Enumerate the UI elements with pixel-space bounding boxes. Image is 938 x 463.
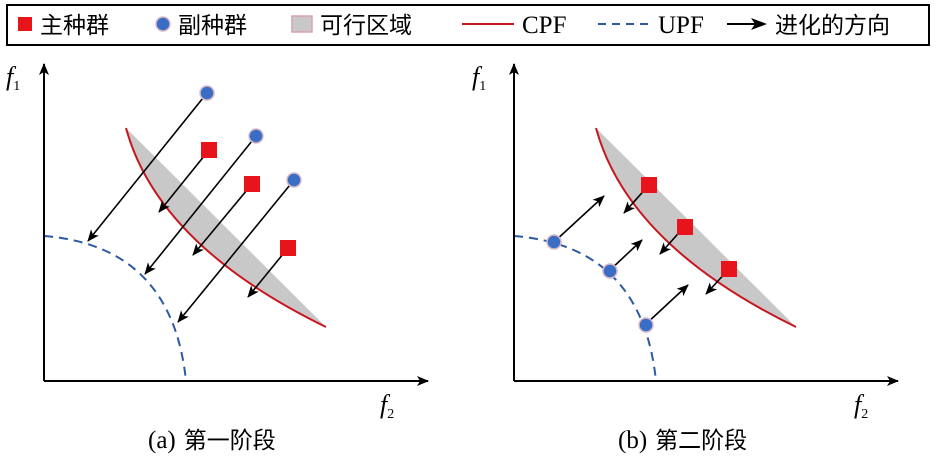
legend-feasible-region-label: 可行区域 <box>320 13 412 39</box>
evolution-arrow <box>144 135 257 275</box>
evolution-arrow <box>645 284 689 325</box>
red-line-icon <box>460 14 516 38</box>
legend: 主种群 副种群 可行区域 CPF UPF 进化的方向 <box>6 4 930 46</box>
evolution-arrow <box>609 239 643 271</box>
cpf-curve-b <box>595 127 797 328</box>
aux-population-point <box>602 263 618 279</box>
caption-b-prefix: (b) <box>618 427 648 454</box>
red-square-icon <box>16 15 34 37</box>
legend-main-population: 主种群 <box>16 12 109 40</box>
y-axis-label-b: f1 <box>472 62 487 95</box>
main-population-point <box>201 142 217 158</box>
legend-upf: UPF <box>596 12 704 40</box>
legend-evolution-direction-label: 进化的方向 <box>775 13 890 39</box>
legend-evolution-direction: 进化的方向 <box>725 12 890 40</box>
main-population-point <box>641 177 657 193</box>
evolution-arrow <box>177 179 295 323</box>
main-population-point <box>280 240 296 256</box>
y-axis-label-a: f1 <box>6 62 21 95</box>
aux-population-point <box>248 128 264 144</box>
panel-b-diagram <box>509 63 899 386</box>
x-axis-label-b: f2 <box>854 390 869 423</box>
legend-feasible-region: 可行区域 <box>290 12 412 40</box>
legend-cpf: CPF <box>460 12 566 40</box>
caption-a: (a) 第一阶段 <box>148 424 276 457</box>
evolution-arrow <box>87 92 208 242</box>
caption-b: (b) 第二阶段 <box>618 424 747 457</box>
aux-population-point <box>546 234 562 250</box>
evolution-arrow <box>192 183 253 256</box>
evolution-arrow <box>158 149 210 213</box>
feasible-region-b <box>596 128 796 327</box>
caption-a-text: 第一阶段 <box>183 428 276 454</box>
caption-a-prefix: (a) <box>148 427 176 454</box>
black-arrow-icon <box>725 14 769 38</box>
evolution-arrow <box>247 247 289 298</box>
aux-population-point <box>199 85 215 101</box>
legend-aux-population-label: 副种群 <box>178 13 247 39</box>
upf-curve-b <box>513 235 657 382</box>
feasible-region-a <box>126 128 326 327</box>
legend-upf-label: UPF <box>658 12 704 39</box>
aux-population-point <box>638 317 654 333</box>
aux-population-point <box>286 172 302 188</box>
cpf-curve-a <box>125 127 327 328</box>
main-population-point <box>677 219 693 235</box>
legend-main-population-label: 主种群 <box>40 13 109 39</box>
legend-aux-population: 副种群 <box>154 12 247 40</box>
caption-b-text: 第二阶段 <box>655 428 748 454</box>
panel-a-diagram <box>39 63 429 386</box>
legend-cpf-label: CPF <box>522 12 567 39</box>
main-population-point <box>244 176 260 192</box>
gray-square-icon <box>290 14 314 38</box>
blue-circle-icon <box>154 15 172 37</box>
x-axis-label-a: f2 <box>380 390 395 423</box>
blue-dashed-line-icon <box>596 14 652 38</box>
evolution-arrow <box>553 195 605 243</box>
main-population-point <box>721 261 737 277</box>
upf-curve-a <box>43 235 187 382</box>
